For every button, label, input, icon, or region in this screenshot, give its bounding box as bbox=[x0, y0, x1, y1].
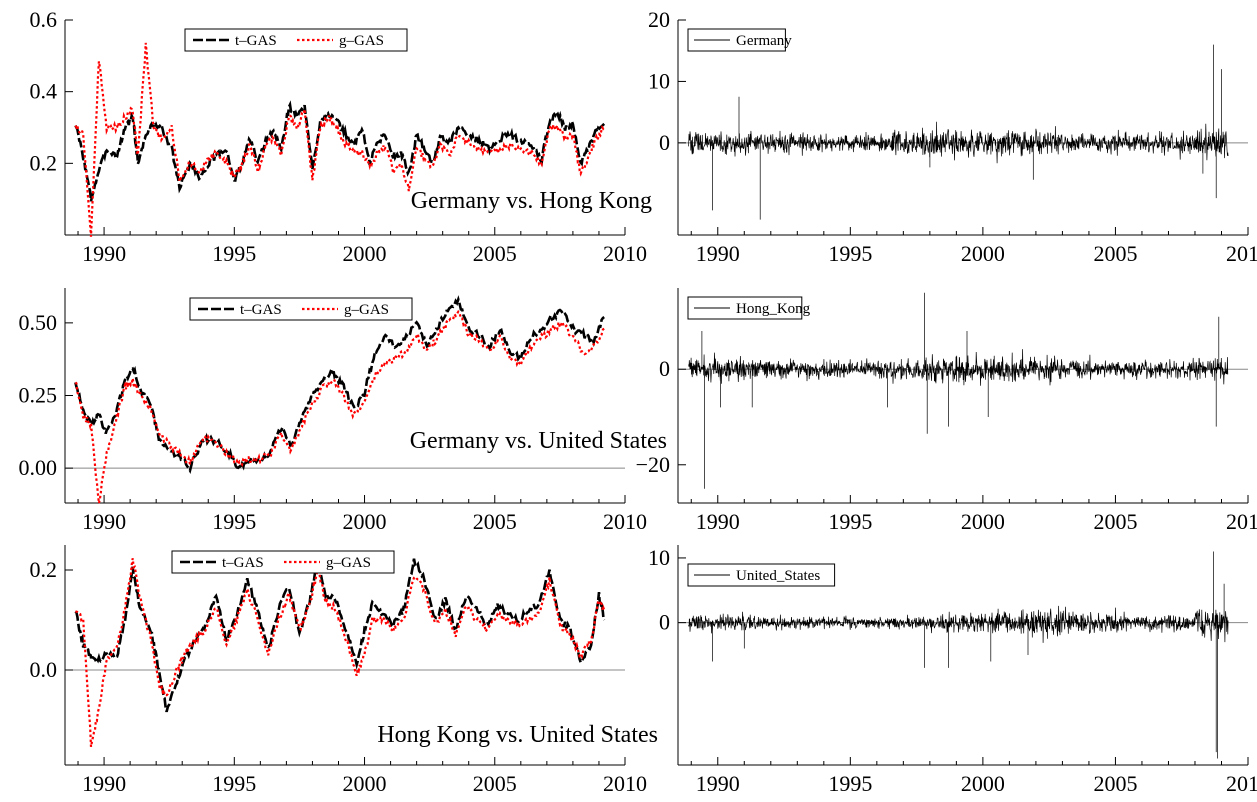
x-tick-label: 1995 bbox=[212, 241, 256, 266]
y-tick-label: 0.2 bbox=[30, 150, 58, 175]
y-tick-label: 10 bbox=[648, 545, 670, 570]
x-tick-label: 1995 bbox=[828, 509, 872, 534]
series-line-returns bbox=[689, 45, 1229, 220]
y-tick-label: 0.50 bbox=[19, 310, 58, 335]
x-tick-label: 2000 bbox=[961, 509, 1005, 534]
chart-title: Germany vs. United States bbox=[410, 428, 667, 454]
panel-united-states-returns: 1990 1995 2000 2005 2010 0 10 United_States bbox=[648, 545, 1257, 796]
x-tick-label: 2000 bbox=[961, 771, 1005, 796]
x-tick-label: 2005 bbox=[473, 241, 517, 266]
y-tick-label: 0.0 bbox=[30, 657, 58, 682]
x-tick-label: 1990 bbox=[696, 241, 740, 266]
x-tick-label: 2000 bbox=[343, 241, 387, 266]
legend-label-returns: Hong_Kong bbox=[736, 301, 811, 317]
x-tick-label: 2010 bbox=[1226, 241, 1257, 266]
y-tick-label: 20 bbox=[648, 7, 670, 32]
x-tick-label: 2010 bbox=[603, 241, 647, 266]
x-tick-label: 2010 bbox=[1226, 771, 1257, 796]
x-tick-label: 1995 bbox=[212, 771, 256, 796]
panel-hong-kong-returns: 1990 1995 2000 2005 2010 −20 0 Hong_Kong bbox=[636, 288, 1257, 534]
legend: t–GAS g–GAS bbox=[172, 551, 394, 573]
x-tick-label: 2005 bbox=[473, 771, 517, 796]
y-tick-label: 0.6 bbox=[30, 7, 58, 32]
series-line-returns bbox=[689, 293, 1229, 489]
legend: United_States bbox=[688, 564, 835, 586]
y-tick-label: 0 bbox=[659, 356, 670, 381]
x-tick-label: 1990 bbox=[696, 771, 740, 796]
x-tick-label: 2005 bbox=[473, 509, 517, 534]
panel-germany-vs-united-states: 1990 1995 2000 2005 2010 0.00 0.25 0.50 t–GAS g–G… bbox=[19, 288, 668, 534]
x-tick-label: 1990 bbox=[82, 241, 126, 266]
legend-label-t-gas: t–GAS bbox=[240, 302, 282, 318]
y-tick-label: −20 bbox=[636, 452, 670, 477]
x-tick-label: 2005 bbox=[1093, 771, 1137, 796]
legend-label-g-gas: g–GAS bbox=[339, 33, 384, 49]
legend: t–GAS g–GAS bbox=[185, 29, 407, 51]
x-tick-label: 2010 bbox=[603, 771, 647, 796]
legend-label-returns: Germany bbox=[736, 33, 792, 49]
x-tick-label: 1990 bbox=[696, 509, 740, 534]
x-tick-label: 2010 bbox=[603, 509, 647, 534]
x-tick-label: 1995 bbox=[828, 241, 872, 266]
y-tick-label: 0.4 bbox=[30, 79, 58, 104]
x-tick-label: 1990 bbox=[82, 509, 126, 534]
series-line-t-gas bbox=[75, 559, 604, 712]
x-tick-label: 1995 bbox=[212, 509, 256, 534]
chart-title: Germany vs. Hong Kong bbox=[411, 188, 652, 214]
y-tick-label: 0.2 bbox=[30, 557, 58, 582]
series-line-t-gas bbox=[75, 105, 604, 202]
legend: Hong_Kong bbox=[688, 297, 811, 319]
y-tick-label: 0.25 bbox=[19, 383, 58, 408]
legend-label-g-gas: g–GAS bbox=[326, 555, 371, 571]
x-tick-label: 2000 bbox=[343, 509, 387, 534]
x-tick-label: 2010 bbox=[1226, 509, 1257, 534]
panel-hong-kong-vs-united-states: 1990 1995 2000 2005 2010 0.0 0.2 t–GAS g–GAS Hong… bbox=[30, 545, 659, 796]
legend-label-returns: United_States bbox=[736, 568, 820, 584]
x-tick-label: 1995 bbox=[828, 771, 872, 796]
legend-label-t-gas: t–GAS bbox=[235, 33, 277, 49]
y-tick-label: 0 bbox=[659, 610, 670, 635]
legend: Germany bbox=[688, 29, 792, 51]
y-tick-label: 0 bbox=[659, 130, 670, 155]
series-line-g-gas bbox=[75, 312, 604, 504]
x-tick-label: 2005 bbox=[1093, 241, 1137, 266]
x-tick-label: 2005 bbox=[1093, 509, 1137, 534]
y-tick-label: 10 bbox=[648, 68, 670, 93]
x-tick-label: 2000 bbox=[961, 241, 1005, 266]
legend-label-t-gas: t–GAS bbox=[222, 555, 264, 571]
x-tick-label: 2000 bbox=[343, 771, 387, 796]
panel-germany-vs-hong-kong: 1990 1995 2000 2005 2010 0.2 0.4 0.6 t–GAS g–GAS G… bbox=[30, 7, 653, 266]
legend-label-g-gas: g–GAS bbox=[344, 302, 389, 318]
legend: t–GAS g–GAS bbox=[190, 298, 412, 320]
chart-title: Hong Kong vs. United States bbox=[377, 722, 658, 748]
x-tick-label: 1990 bbox=[82, 771, 126, 796]
y-tick-label: 0.00 bbox=[19, 455, 58, 480]
panel-germany-returns: 1990 1995 2000 2005 2010 0 10 20 Germany bbox=[648, 7, 1257, 266]
